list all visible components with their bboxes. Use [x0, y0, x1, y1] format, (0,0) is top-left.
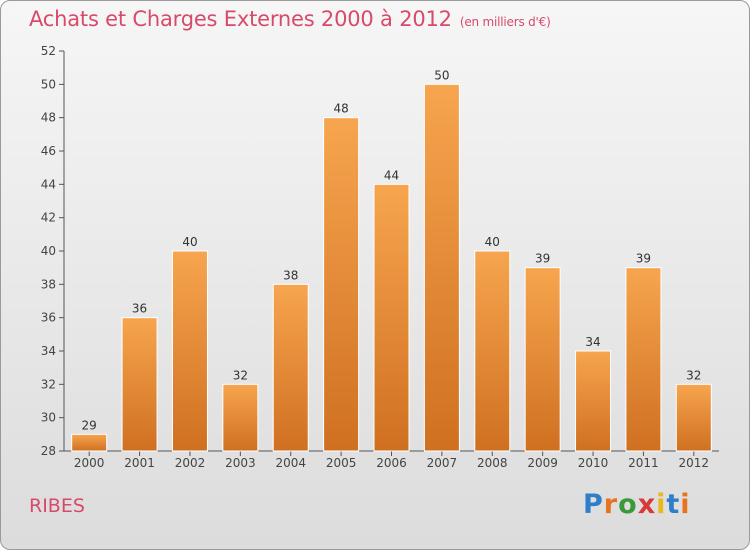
- logo-letter: r: [603, 489, 619, 520]
- x-tick-label-2000: 2000: [74, 456, 105, 470]
- y-tick-label: 44: [41, 177, 56, 191]
- bar-2005: [323, 117, 360, 452]
- bar-2004: [272, 283, 309, 452]
- bar-2001: [121, 317, 158, 452]
- value-label-2001: 36: [132, 302, 147, 316]
- y-tick-label: 36: [41, 311, 56, 325]
- value-label-2005: 48: [333, 102, 348, 116]
- value-label-2008: 40: [485, 235, 500, 249]
- bar-2012: [675, 383, 712, 452]
- bar-2011: [625, 267, 662, 452]
- chart-title: Achats et Charges Externes 2000 à 2012 (e…: [29, 7, 551, 31]
- bar-2009: [524, 267, 561, 452]
- logo-letter: o: [618, 489, 638, 520]
- value-label-2009: 39: [535, 252, 550, 266]
- bar-2008: [474, 250, 511, 452]
- y-tick-label: 50: [41, 77, 56, 91]
- commune-name: RIBES: [29, 495, 85, 517]
- value-label-2006: 44: [384, 168, 399, 182]
- proxiti-logo: Proxiti: [583, 489, 691, 520]
- bar-2007: [423, 83, 460, 452]
- logo-letter: t: [666, 489, 681, 520]
- x-tick-label-2011: 2011: [628, 456, 659, 470]
- value-label-2011: 39: [636, 252, 651, 266]
- y-tick-label: 32: [41, 377, 56, 391]
- value-label-2012: 32: [686, 368, 701, 382]
- y-tick-label: 30: [41, 411, 56, 425]
- bar-2000: [71, 433, 108, 452]
- y-tick-label: 42: [41, 211, 56, 225]
- x-tick-label-2012: 2012: [679, 456, 710, 470]
- title-text: Achats et Charges Externes 2000 à 2012: [29, 7, 452, 31]
- y-tick-label: 48: [41, 111, 56, 125]
- bars-group: 29 36 40 32 38 48 44 50 40 39 34 39 32: [71, 68, 712, 452]
- x-tick-label-2006: 2006: [376, 456, 407, 470]
- y-tick-label: 40: [41, 244, 56, 258]
- x-tick-label-2003: 2003: [225, 456, 256, 470]
- bar-2003: [222, 383, 259, 452]
- x-tick-label-2008: 2008: [477, 456, 508, 470]
- value-label-2004: 38: [283, 268, 298, 282]
- y-tick-label: 46: [41, 144, 56, 158]
- value-label-2010: 34: [585, 335, 600, 349]
- y-tick-label: 28: [41, 444, 56, 458]
- y-tick-label: 34: [41, 344, 56, 358]
- logo-letter: i: [656, 489, 667, 520]
- chart-subtitle: (en milliers d'€): [459, 15, 551, 29]
- value-label-2007: 50: [434, 68, 449, 82]
- bar-2010: [575, 350, 612, 452]
- logo-letter: x: [637, 489, 657, 520]
- x-tick-label-2004: 2004: [275, 456, 306, 470]
- x-tick-label-2009: 2009: [527, 456, 558, 470]
- x-tick-label-2002: 2002: [175, 456, 206, 470]
- axes-group: 28 30 32 34 36 38 40 42 44 46 48 50 52 2000 2001 2002 20…: [41, 44, 719, 470]
- logo-letter: P: [583, 489, 604, 520]
- logo-letter: i: [680, 489, 691, 520]
- y-tick-label: 52: [41, 44, 56, 58]
- value-label-2002: 40: [182, 235, 197, 249]
- bar-2006: [373, 183, 410, 452]
- y-tick-label: 38: [41, 277, 56, 291]
- x-tick-label-2001: 2001: [124, 456, 155, 470]
- value-label-2000: 29: [82, 418, 97, 432]
- x-tick-label-2005: 2005: [326, 456, 357, 470]
- x-tick-label-2010: 2010: [578, 456, 609, 470]
- value-label-2003: 32: [233, 368, 248, 382]
- bar-2002: [171, 250, 208, 452]
- x-tick-label-2007: 2007: [427, 456, 458, 470]
